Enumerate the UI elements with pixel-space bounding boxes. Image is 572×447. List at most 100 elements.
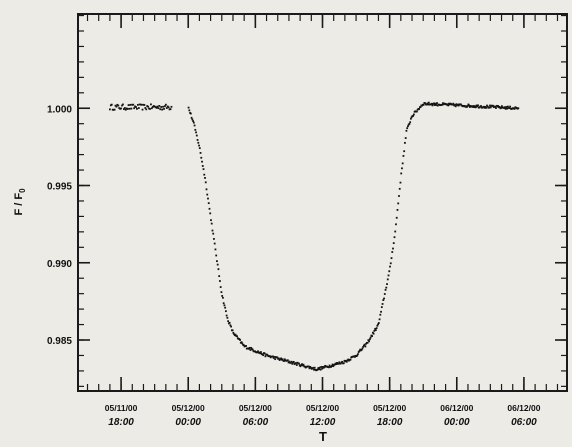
data-point — [480, 105, 482, 107]
data-point — [447, 104, 450, 107]
data-point — [404, 137, 407, 139]
data-point — [129, 103, 132, 106]
x-tick-date: 05/12/00 — [239, 403, 272, 413]
data-point — [213, 242, 216, 245]
data-point — [188, 109, 191, 112]
data-point — [283, 360, 285, 362]
data-point — [408, 122, 411, 125]
data-point — [301, 363, 303, 366]
data-point — [386, 283, 388, 285]
data-point — [328, 364, 331, 367]
data-point — [489, 104, 491, 107]
data-point — [379, 313, 382, 316]
data-point — [406, 127, 409, 130]
data-point — [310, 366, 312, 369]
data-point — [225, 314, 228, 317]
data-point — [211, 229, 214, 232]
y-tick-label: 0.985 — [47, 336, 72, 347]
data-point — [190, 116, 193, 119]
data-point — [349, 358, 352, 361]
data-point — [220, 291, 223, 294]
data-point — [358, 350, 361, 352]
x-tick-time: 06:00 — [511, 417, 537, 428]
data-point — [477, 104, 479, 107]
data-point — [335, 363, 338, 366]
data-point — [248, 347, 250, 350]
data-point — [338, 361, 341, 364]
data-point — [500, 106, 503, 109]
data-point — [228, 321, 231, 324]
data-point — [210, 222, 213, 225]
data-point — [402, 155, 405, 157]
data-point — [259, 352, 262, 355]
data-point — [152, 105, 155, 107]
data-point — [320, 365, 323, 368]
data-point — [426, 102, 429, 105]
data-point — [401, 167, 403, 170]
data-point — [371, 335, 374, 337]
data-point — [430, 102, 433, 105]
data-point — [433, 102, 435, 105]
data-point — [141, 108, 144, 111]
data-point — [136, 103, 139, 106]
data-point — [307, 365, 310, 368]
data-point — [145, 108, 148, 111]
data-point — [486, 104, 488, 107]
data-point — [492, 104, 494, 107]
plot-frame — [77, 13, 568, 392]
data-point — [208, 207, 211, 210]
data-point — [457, 104, 460, 107]
data-point — [166, 105, 169, 108]
data-point — [223, 304, 226, 307]
data-point — [336, 361, 338, 364]
data-point — [257, 350, 259, 353]
data-point — [395, 223, 397, 226]
data-point — [396, 209, 399, 211]
data-point — [377, 322, 380, 324]
data-point — [476, 105, 479, 108]
data-point — [233, 333, 235, 336]
data-point — [127, 104, 130, 107]
data-point — [144, 107, 147, 109]
data-point — [368, 338, 371, 341]
data-point — [513, 107, 516, 110]
data-point — [427, 101, 430, 104]
data-point — [388, 270, 391, 273]
data-point — [398, 187, 401, 190]
data-point — [380, 310, 382, 313]
data-point — [468, 106, 471, 108]
data-point — [316, 368, 319, 371]
data-point — [425, 103, 428, 106]
data-point — [357, 353, 359, 356]
data-point — [143, 104, 146, 106]
data-point — [140, 103, 143, 106]
data-point — [357, 351, 360, 353]
data-point — [399, 181, 402, 184]
data-point — [251, 348, 254, 351]
data-point — [121, 104, 123, 107]
data-point — [506, 105, 509, 108]
data-point — [508, 107, 511, 110]
data-point — [308, 367, 311, 370]
data-point — [494, 105, 497, 108]
data-point — [400, 172, 403, 175]
data-point — [216, 263, 219, 266]
data-point — [288, 360, 291, 363]
data-point — [277, 357, 280, 360]
data-point — [286, 359, 289, 362]
data-point — [209, 212, 212, 215]
data-point — [506, 107, 509, 110]
data-point — [330, 365, 333, 367]
data-point — [327, 366, 330, 369]
data-point — [345, 360, 348, 363]
data-point — [189, 112, 192, 115]
data-point — [276, 356, 279, 359]
data-point — [498, 106, 501, 108]
data-point — [318, 366, 321, 369]
data-point — [368, 340, 371, 343]
data-point — [382, 299, 385, 301]
data-point — [224, 310, 227, 313]
data-point — [118, 107, 121, 109]
data-point — [383, 297, 385, 300]
